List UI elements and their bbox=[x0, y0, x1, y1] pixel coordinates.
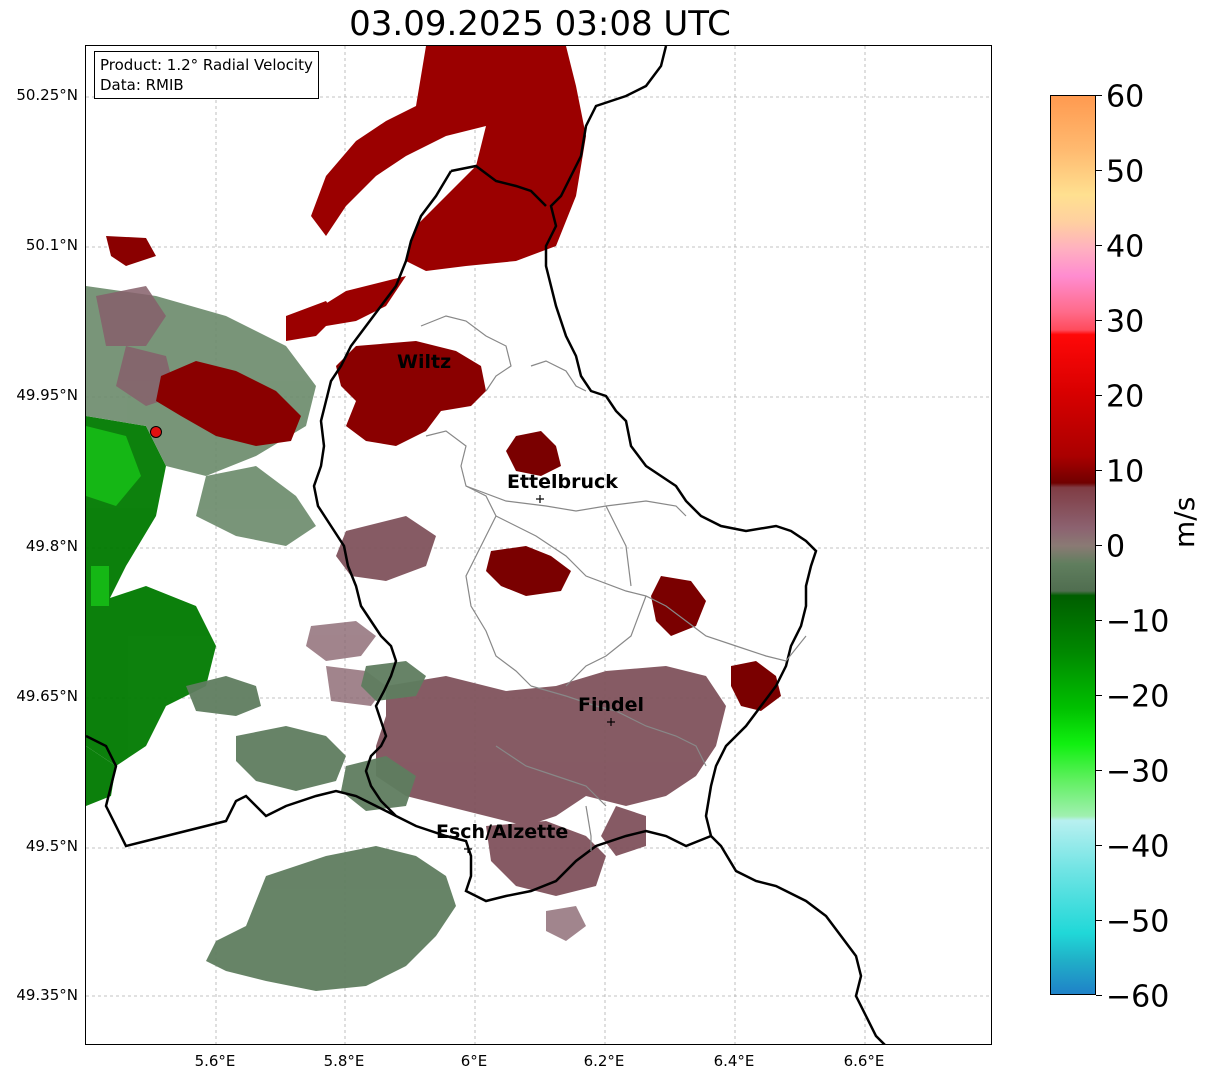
colorbar-tick-mark bbox=[1096, 395, 1102, 396]
lon-tick: 6.2°E bbox=[583, 1052, 625, 1070]
colorbar-tick-label: 60 bbox=[1106, 79, 1145, 115]
map-title: 03.09.2025 03:08 UTC bbox=[349, 4, 731, 44]
lon-tick: 5.8°E bbox=[323, 1052, 365, 1070]
data-source-label: Data: RMIB bbox=[100, 76, 184, 94]
lat-tick: 49.8°N bbox=[25, 537, 78, 555]
colorbar-tick-label: 20 bbox=[1106, 379, 1145, 415]
velocity-colorbar bbox=[1050, 95, 1096, 995]
country-borders bbox=[86, 46, 886, 1044]
radar-site-marker bbox=[150, 426, 162, 438]
colorbar-gradient bbox=[1051, 96, 1095, 994]
lon-tick: 6.4°E bbox=[713, 1052, 755, 1070]
lon-tick: 6°E bbox=[460, 1052, 488, 1070]
colorbar-tick-mark bbox=[1096, 470, 1102, 471]
echo-maroon-cells bbox=[486, 431, 781, 711]
colorbar-tick-mark bbox=[1096, 170, 1102, 171]
colorbar-tick-mark bbox=[1096, 545, 1102, 546]
colorbar-tick-label: −40 bbox=[1106, 829, 1170, 865]
radar-map-canvas bbox=[86, 46, 991, 1044]
city-label-wiltz: Wiltz bbox=[397, 351, 452, 373]
colorbar-tick-mark bbox=[1096, 320, 1102, 321]
echo-mauve-band bbox=[336, 516, 726, 896]
city-markers bbox=[464, 495, 615, 853]
lat-tick: 50.1°N bbox=[25, 236, 78, 254]
lat-tick: 49.65°N bbox=[16, 687, 78, 705]
lon-tick: 5.6°E bbox=[194, 1052, 236, 1070]
colorbar-tick-mark bbox=[1096, 620, 1102, 621]
echo-bright-green bbox=[86, 426, 141, 606]
colorbar-unit-label: m/s bbox=[1168, 496, 1201, 548]
city-label-ettelbruck: Ettelbruck bbox=[507, 471, 618, 493]
product-info-box: Product: 1.2° Radial Velocity Data: RMIB bbox=[94, 51, 319, 99]
radar-map bbox=[85, 45, 992, 1045]
colorbar-tick-label: 40 bbox=[1106, 229, 1145, 265]
lat-tick: 49.95°N bbox=[16, 386, 78, 404]
lat-tick: 49.5°N bbox=[25, 837, 78, 855]
colorbar-tick-label: −30 bbox=[1106, 754, 1170, 790]
colorbar-tick-mark bbox=[1096, 770, 1102, 771]
city-label-esch-alzette: Esch/Alzette bbox=[436, 821, 569, 843]
colorbar-tick-label: 30 bbox=[1106, 304, 1145, 340]
canton-borders bbox=[420, 315, 807, 851]
product-label: Product: 1.2° Radial Velocity bbox=[100, 56, 313, 74]
colorbar-tick-label: 10 bbox=[1106, 454, 1145, 490]
colorbar-tick-mark bbox=[1096, 845, 1102, 846]
lat-tick: 49.35°N bbox=[16, 986, 78, 1004]
echo-darkred-centre bbox=[106, 236, 486, 446]
colorbar-tick-label: −60 bbox=[1106, 979, 1170, 1015]
echo-graygreen-south bbox=[186, 661, 456, 991]
lat-tick: 50.25°N bbox=[16, 86, 78, 104]
colorbar-tick-mark bbox=[1096, 95, 1102, 96]
colorbar-tick-label: −20 bbox=[1106, 679, 1170, 715]
lon-tick: 6.6°E bbox=[843, 1052, 885, 1070]
colorbar-tick-mark bbox=[1096, 920, 1102, 921]
echo-darkred-north bbox=[286, 46, 586, 341]
colorbar-tick-label: −50 bbox=[1106, 904, 1170, 940]
colorbar-tick-mark bbox=[1096, 245, 1102, 246]
city-label-findel: Findel bbox=[578, 694, 645, 716]
colorbar-tick-mark bbox=[1096, 995, 1102, 996]
colorbar-tick-mark bbox=[1096, 695, 1102, 696]
colorbar-tick-label: 0 bbox=[1106, 529, 1126, 565]
colorbar-tick-label: 50 bbox=[1106, 154, 1145, 190]
colorbar-tick-label: −10 bbox=[1106, 604, 1170, 640]
